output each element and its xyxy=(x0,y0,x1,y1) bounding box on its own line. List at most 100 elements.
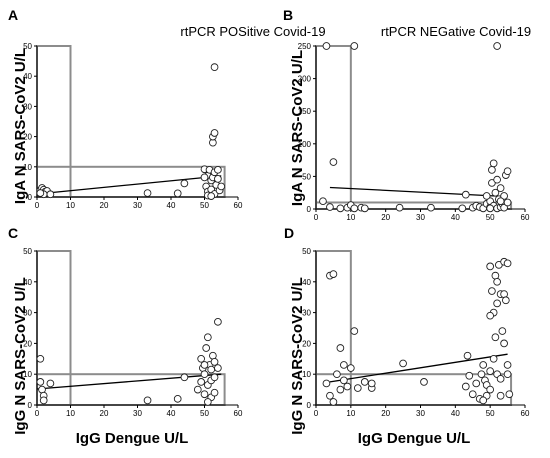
x-tick-label: 0 xyxy=(35,201,40,210)
data-point xyxy=(214,317,222,326)
data-point xyxy=(36,378,45,386)
data-point xyxy=(200,361,209,369)
x-tick-label: 50 xyxy=(486,213,495,222)
data-point xyxy=(36,189,45,197)
data-point xyxy=(500,339,508,348)
x-tick-label: 50 xyxy=(200,409,209,418)
data-point xyxy=(465,371,474,380)
x-tick-label: 40 xyxy=(167,409,176,418)
panel-title: rtPCR NEGative Covid-19 xyxy=(381,24,531,39)
x-tick-label: 30 xyxy=(416,409,425,418)
data-point xyxy=(210,373,219,382)
data-point xyxy=(496,374,505,383)
data-point xyxy=(197,354,206,363)
x-axis-label: IgG Dengue U/L xyxy=(76,430,189,447)
x-tick-label: 0 xyxy=(35,409,40,418)
y-tick-label: 40 xyxy=(302,278,311,287)
data-point xyxy=(486,262,495,271)
data-point xyxy=(500,192,508,200)
y-tick-label: 10 xyxy=(302,370,311,379)
y-tick-label: 50 xyxy=(23,42,32,51)
y-tick-label: 50 xyxy=(23,247,32,256)
data-point xyxy=(333,370,341,379)
panel-c: C IgG N SARS-CoV2 U/L IgG Dengue U/L 0 10 20 3… xyxy=(8,225,243,447)
data-point xyxy=(496,391,505,400)
data-point xyxy=(319,197,327,206)
data-point xyxy=(488,287,496,295)
data-point xyxy=(202,344,211,352)
data-point xyxy=(367,379,376,388)
data-point xyxy=(336,344,345,352)
data-point xyxy=(210,358,219,366)
x-tick-label: 30 xyxy=(416,213,425,222)
y-axis-label: IgG N SARS-CoV2 U/L xyxy=(12,277,29,435)
x-tick-label: 20 xyxy=(381,213,390,222)
y-tick-label: 100 xyxy=(298,140,312,149)
y-tick-label: 50 xyxy=(302,247,311,256)
panel-letter: A xyxy=(8,7,18,23)
data-point xyxy=(395,203,404,212)
y-tick-label: 20 xyxy=(302,339,311,348)
data-point xyxy=(489,159,498,168)
data-point xyxy=(204,333,212,342)
x-tick-label: 20 xyxy=(100,201,109,210)
x-tick-label: 50 xyxy=(200,201,209,210)
data-point xyxy=(350,42,359,50)
data-point xyxy=(214,175,222,183)
data-point xyxy=(329,398,338,406)
data-point xyxy=(210,388,219,397)
x-tick-label: 20 xyxy=(381,409,390,418)
data-point xyxy=(360,204,369,213)
data-point xyxy=(200,173,209,182)
x-tick-label: 20 xyxy=(100,409,109,418)
data-point xyxy=(340,361,348,369)
data-point xyxy=(493,299,501,308)
data-point xyxy=(463,351,472,360)
data-point xyxy=(46,190,55,199)
x-tick-label: 0 xyxy=(314,213,319,222)
data-point xyxy=(326,391,334,400)
data-point xyxy=(340,376,348,385)
x-tick-label: 10 xyxy=(346,409,355,418)
panel-d: D IgG N SARS-CoV2 U/L IgG Dengue U/L 0 10 20 3… xyxy=(284,225,530,447)
data-point xyxy=(420,378,428,386)
data-point xyxy=(503,361,512,369)
cutoff-box-horizontal xyxy=(36,165,226,199)
data-point xyxy=(488,166,496,174)
data-point xyxy=(472,379,481,388)
trend-line xyxy=(36,373,222,390)
y-tick-label: 0 xyxy=(307,401,312,410)
data-point xyxy=(505,390,514,399)
data-point xyxy=(486,311,495,320)
data-point xyxy=(214,165,222,174)
data-point xyxy=(427,203,435,212)
x-tick-label: 60 xyxy=(521,213,530,222)
data-point xyxy=(210,63,219,71)
data-point xyxy=(204,398,212,406)
x-tick-label: 10 xyxy=(66,409,75,418)
data-point xyxy=(486,367,495,375)
x-tick-label: 60 xyxy=(234,201,243,210)
data-point xyxy=(173,189,182,198)
data-point xyxy=(353,384,362,392)
data-point xyxy=(39,396,48,405)
data-point xyxy=(217,182,226,191)
data-point xyxy=(200,370,209,379)
data-point xyxy=(468,390,477,399)
data-point xyxy=(143,396,152,405)
x-tick-label: 30 xyxy=(133,409,142,418)
data-point xyxy=(491,188,500,197)
data-point xyxy=(399,359,407,368)
data-point xyxy=(500,203,508,212)
data-point xyxy=(461,382,470,391)
data-point xyxy=(493,42,501,50)
data-point xyxy=(479,361,488,369)
data-point xyxy=(193,385,202,394)
data-point xyxy=(501,296,510,305)
x-tick-label: 10 xyxy=(346,213,355,222)
data-point xyxy=(503,167,512,176)
y-tick-label: 0 xyxy=(28,193,33,202)
